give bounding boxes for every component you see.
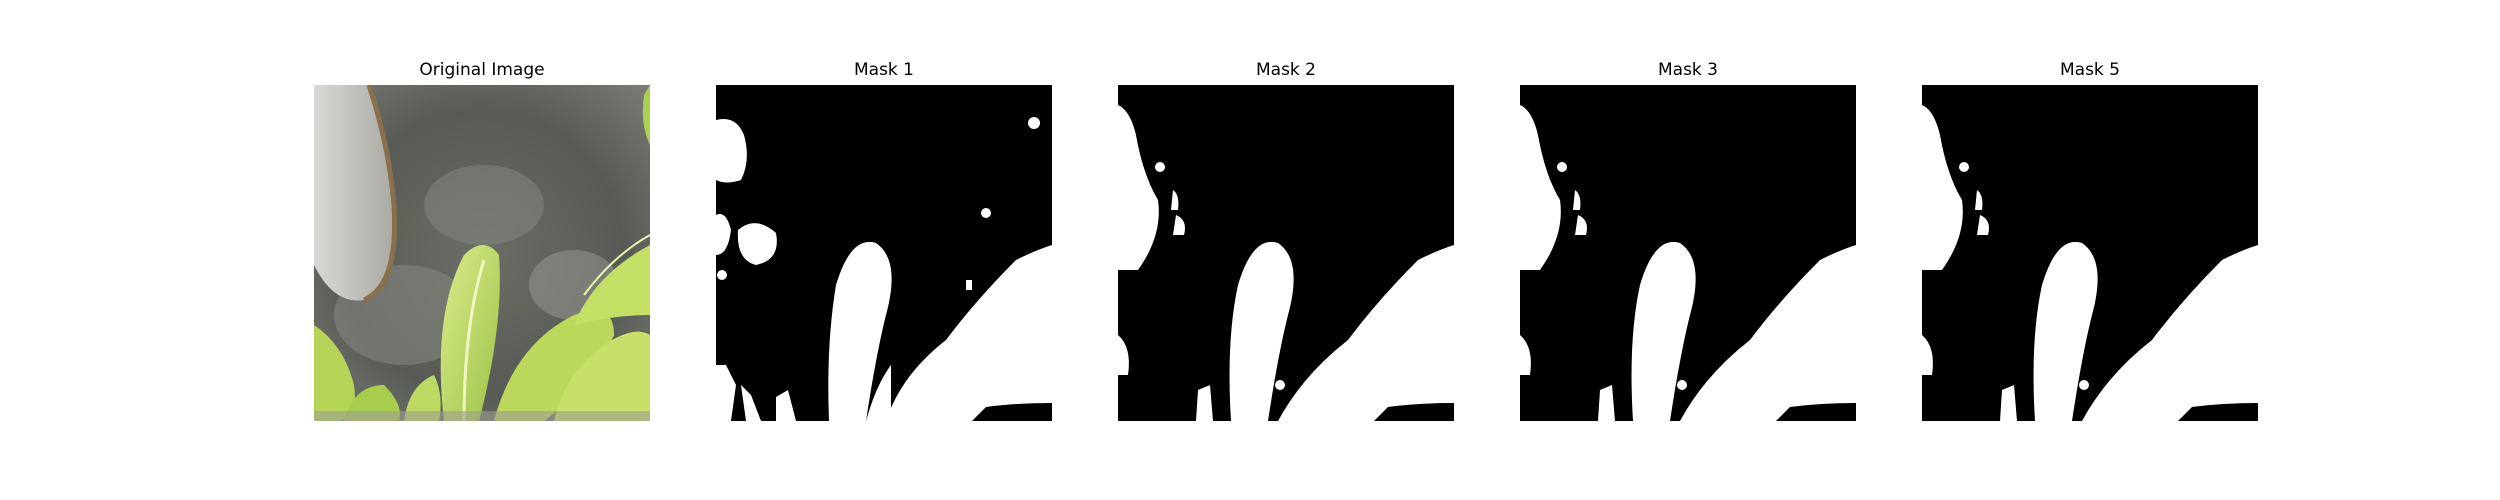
mask-foreground — [1922, 105, 2258, 421]
original-photo — [314, 85, 650, 421]
mask-foreground — [1118, 105, 1454, 421]
mask-foreground — [1520, 105, 1856, 421]
mask-image — [1922, 85, 2258, 421]
leaf — [494, 310, 614, 421]
mask-svg — [1520, 85, 1856, 421]
mask-image — [1520, 85, 1856, 421]
stone — [314, 85, 395, 301]
mask-image — [716, 85, 1052, 421]
mask-svg — [1922, 85, 2258, 421]
mask-image — [1118, 85, 1454, 421]
mask-foreground — [716, 117, 1052, 421]
mask-svg — [1118, 85, 1454, 421]
panel-title: Mask 2 — [1255, 60, 1316, 80]
leaf — [574, 245, 650, 325]
mask-svg — [716, 85, 1052, 421]
photo-svg — [314, 85, 650, 421]
panel-title: Original Image — [419, 60, 545, 80]
panel-title: Mask 1 — [853, 60, 914, 80]
panel-title: Mask 3 — [1657, 60, 1718, 80]
panel-title: Mask 5 — [2059, 60, 2120, 80]
